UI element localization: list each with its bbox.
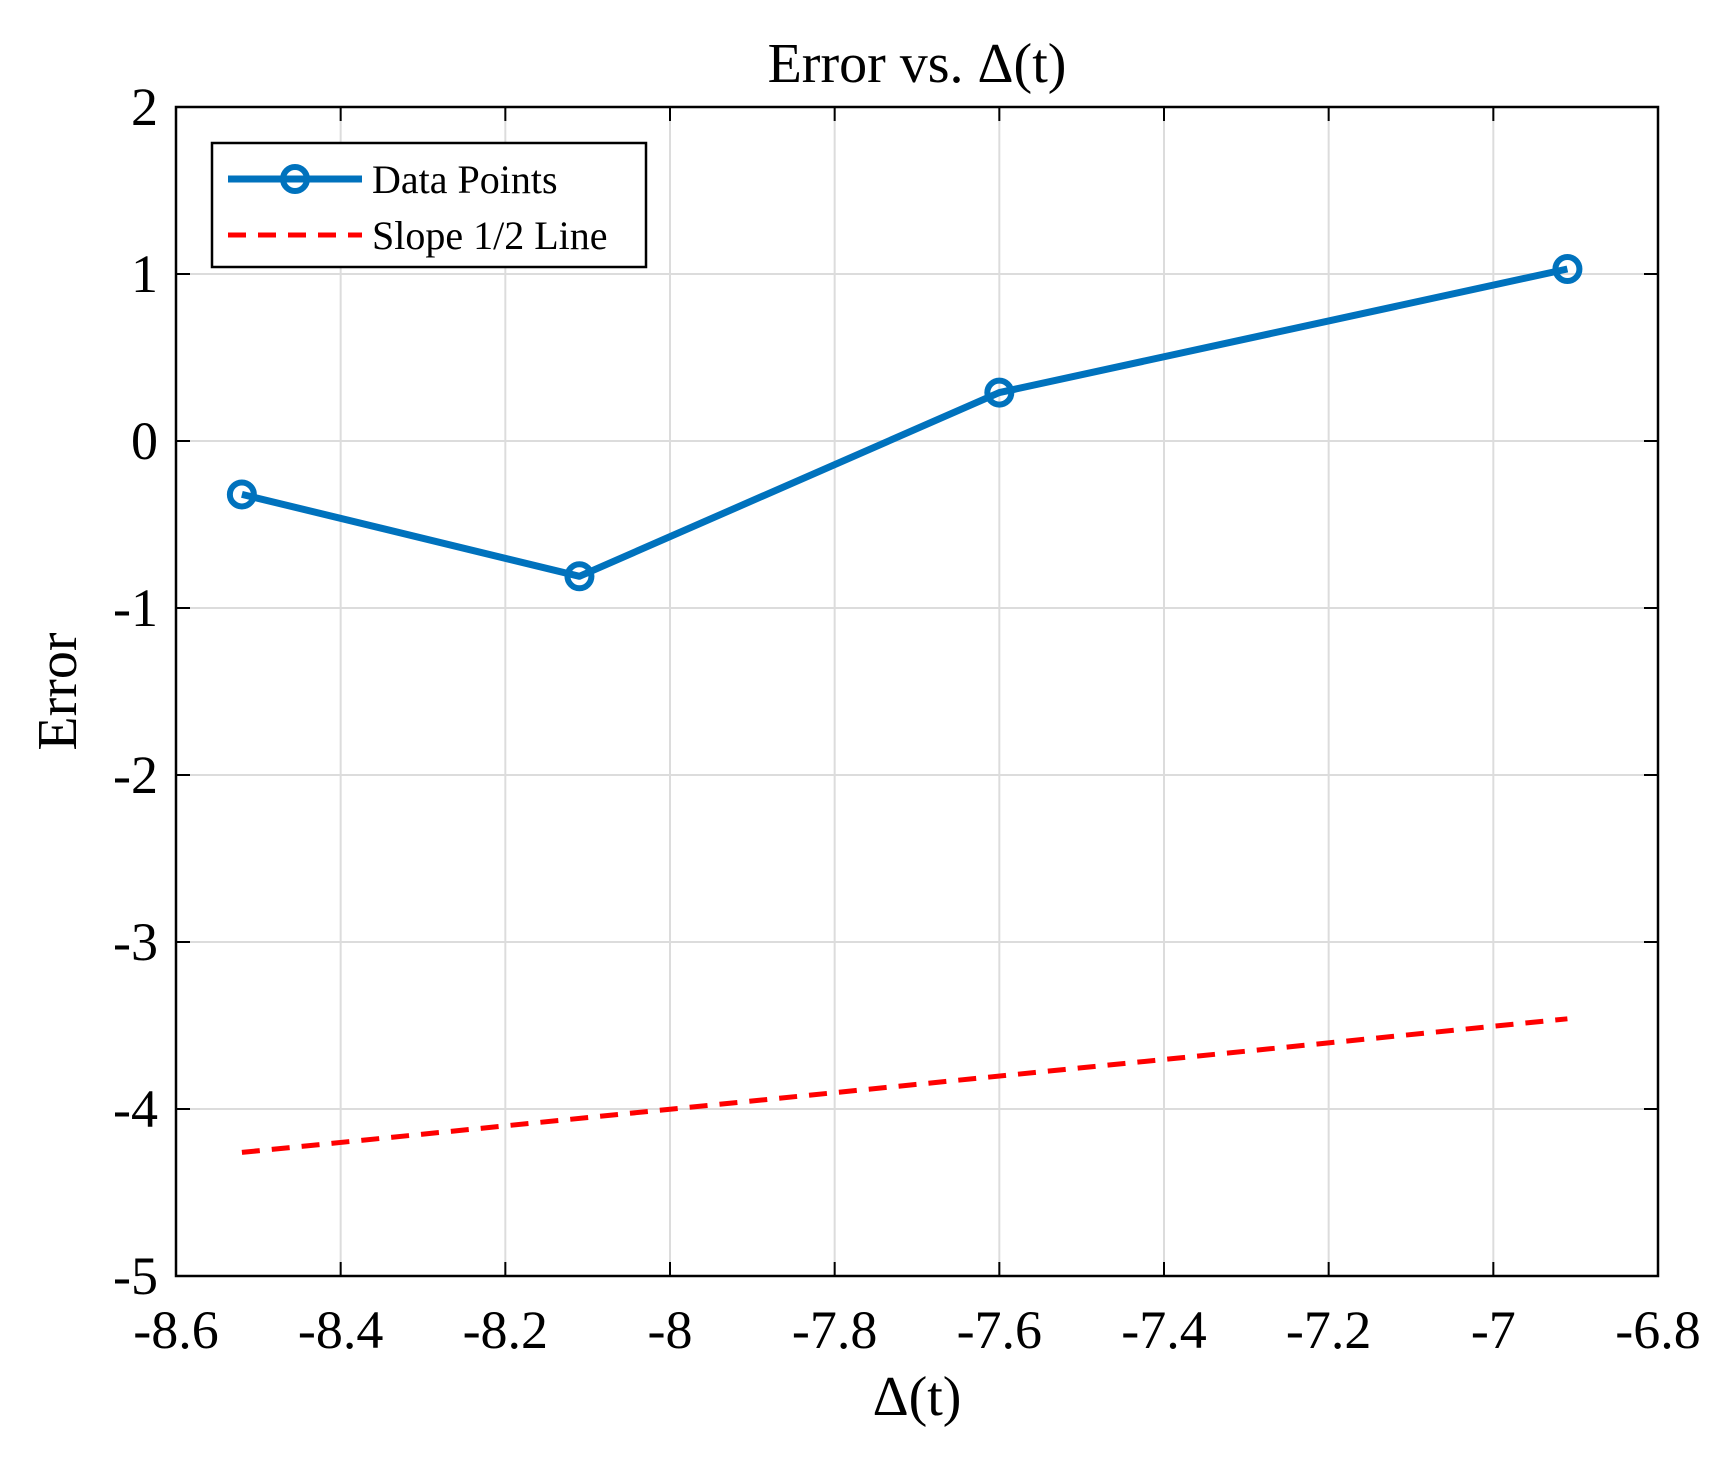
data-point <box>1552 253 1583 284</box>
data-point <box>564 561 595 592</box>
data-point <box>984 377 1015 408</box>
y-tick-label: 1 <box>131 244 158 304</box>
y-tick-label: -3 <box>113 912 158 972</box>
legend-marker <box>280 164 310 194</box>
x-tick-label: -8 <box>648 1300 693 1360</box>
x-tick-label: -7 <box>1471 1300 1516 1360</box>
series-line-1 <box>241 1016 1568 1155</box>
x-tick-label: -8.4 <box>298 1300 383 1360</box>
y-tick-label: -1 <box>113 578 158 638</box>
x-tick-label: -7.2 <box>1286 1300 1371 1360</box>
y-tick-label: 2 <box>131 77 158 137</box>
y-tick-label: -2 <box>113 745 158 805</box>
x-tick-label: -8.6 <box>133 1300 218 1360</box>
y-axis-label: Error <box>27 632 89 751</box>
legend-box <box>210 141 648 269</box>
series-line-0 <box>241 265 1569 580</box>
grid <box>176 107 1658 1276</box>
data-point <box>226 479 257 510</box>
legend-label: Slope 1/2 Line <box>372 213 608 258</box>
legend: Data Points Slope 1/2 Line <box>210 141 648 269</box>
y-tick-label: -5 <box>113 1246 158 1306</box>
y-tick-label: 0 <box>131 411 158 471</box>
y-tick-label: -4 <box>113 1079 158 1139</box>
x-tick-label: -7.8 <box>792 1300 877 1360</box>
x-tick-label: -7.4 <box>1121 1300 1206 1360</box>
chart-title: Error vs. Δ(t) <box>768 33 1067 95</box>
x-tick-label: -8.2 <box>463 1300 548 1360</box>
x-axis-label: Δ(t) <box>873 1366 962 1428</box>
x-tick-label: -7.6 <box>957 1300 1042 1360</box>
x-tick-label: -6.8 <box>1615 1300 1700 1360</box>
legend-label: Data Points <box>372 157 558 202</box>
plot-frame <box>174 105 1660 1278</box>
ticks: -8.6 -8.4 -8.2 -8 -7.8 -7.6 -7.4 -7.2 -7 -6.8 -5 -4… <box>113 77 1701 1360</box>
series-layer <box>226 253 1583 1155</box>
